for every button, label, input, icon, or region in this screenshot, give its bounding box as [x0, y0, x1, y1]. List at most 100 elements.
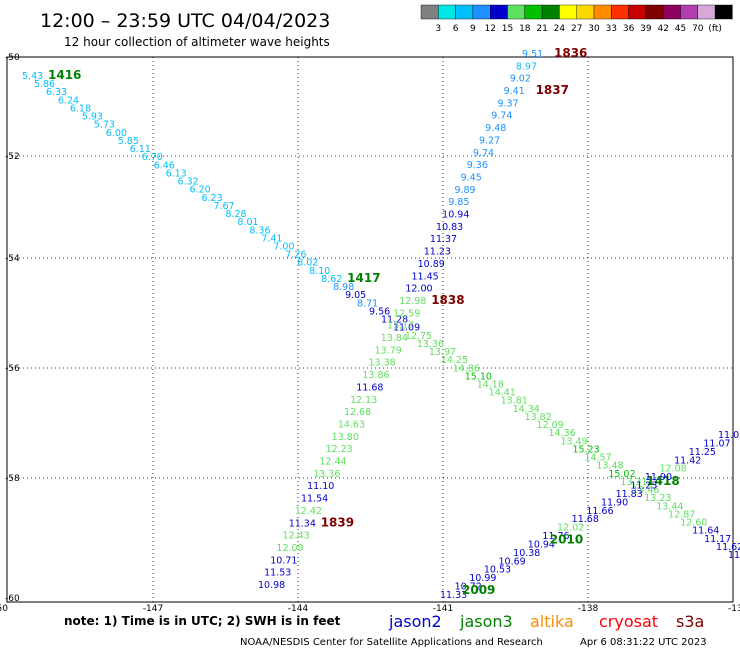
color-swatch — [541, 4, 560, 20]
wave-height-value: 12.00 — [405, 284, 432, 295]
x-tick-label: -141 — [433, 604, 453, 614]
color-swatch — [438, 4, 456, 20]
wave-height-value: 8.62 — [321, 274, 342, 285]
wave-height-value: 14.36 — [549, 428, 576, 439]
wave-height-value: 9.74 — [473, 148, 494, 159]
color-scale-label: 30 — [588, 24, 600, 34]
color-swatch — [490, 4, 508, 20]
wave-height-value: 5.43 — [22, 71, 43, 82]
color-swatch — [507, 4, 525, 20]
wave-height-value: 6.70 — [142, 152, 163, 163]
color-scale-label: 24 — [554, 24, 566, 34]
wave-height-value: 13.36 — [417, 339, 444, 350]
wave-height-value: 7.00 — [273, 241, 294, 252]
wave-height-value: 6.24 — [58, 95, 79, 106]
wave-height-value: 11.07 — [703, 438, 730, 449]
y-tick-label: -54 — [5, 254, 20, 264]
wave-height-value: 14.86 — [453, 363, 480, 374]
wave-height-value: 11.64 — [692, 526, 719, 537]
wave-height-value: 13.46 — [632, 485, 659, 496]
pass-time-label: 1836 — [554, 46, 587, 60]
wave-height-value: 6.23 — [201, 193, 222, 204]
wave-height-value: 9.89 — [454, 185, 475, 196]
wave-height-value: 11.25 — [689, 447, 716, 458]
wave-height-value: 9.05 — [345, 290, 366, 301]
wave-height-value: 11.23 — [424, 247, 451, 258]
color-scale-label: 36 — [623, 24, 635, 34]
footer-note: note: 1) Time is in UTC; 2) SWH is in fe… — [64, 614, 341, 628]
wave-height-value: 14.18 — [477, 380, 504, 391]
wave-height-value: 7.26 — [285, 250, 306, 261]
wave-height-value: 12.87 — [668, 509, 695, 520]
pass-time-label: 1839 — [321, 515, 354, 529]
wave-height-value: 9.85 — [448, 197, 469, 208]
wave-height-value: 11.28 — [381, 315, 408, 326]
wave-height-value: 11.10 — [307, 481, 334, 492]
wave-height-value: 12.42 — [295, 506, 322, 517]
wave-height-value: 9.02 — [510, 74, 531, 85]
wave-height-value: 11.90 — [645, 472, 672, 483]
wave-height-value: 12.08 — [659, 464, 686, 475]
color-swatch — [628, 4, 647, 20]
color-swatch — [576, 4, 595, 20]
wave-height-value: 9.56 — [369, 306, 390, 317]
wave-height-value: 11.09 — [393, 323, 420, 334]
wave-height-value: 10.53 — [484, 565, 511, 576]
plot-frame — [6, 56, 734, 603]
pass-time-label: 1417 — [347, 271, 380, 285]
wave-height-value: 11.54 — [301, 494, 328, 505]
color-swatch — [593, 4, 612, 20]
color-scale-label: 39 — [640, 24, 652, 34]
wave-height-value: 12.43 — [283, 531, 310, 542]
wave-height-value: 10.99 — [469, 573, 496, 584]
wave-height-value: 8.10 — [309, 266, 330, 277]
color-swatch — [455, 4, 474, 20]
wave-height-value: 8.01 — [237, 217, 258, 228]
color-swatch — [645, 4, 664, 20]
wave-height-value: 13.38 — [369, 358, 396, 369]
wave-height-value: 9.48 — [485, 123, 506, 134]
wave-height-value: 11.83 — [616, 489, 643, 500]
wave-height-value: 12.59 — [393, 308, 420, 319]
pass-time-label: 1418 — [646, 474, 679, 488]
wave-height-value: 14.41 — [489, 388, 516, 399]
color-swatch — [472, 4, 491, 20]
color-swatch — [524, 4, 543, 20]
wave-height-value: 8.36 — [249, 225, 270, 236]
wave-height-value: 13.80 — [332, 432, 359, 443]
wave-height-value: 6.13 — [166, 168, 187, 179]
wave-height-value: 14.34 — [513, 404, 540, 415]
wave-height-value: 11.53 — [264, 568, 291, 579]
wave-height-value: 11.17 — [704, 534, 731, 545]
grid-lines — [7, 57, 733, 602]
wave-height-value: 12.75 — [405, 331, 432, 342]
wave-height-value: 11.42 — [674, 455, 701, 466]
wave-height-value: 5.93 — [82, 112, 103, 123]
wave-height-value: 10.94 — [442, 210, 469, 221]
wave-height-value: 6.18 — [70, 103, 91, 114]
legend-altika: altika — [530, 612, 574, 631]
wave-height-value: 10.94 — [528, 539, 555, 550]
wave-height-value: 13.79 — [375, 345, 402, 356]
wave-height-value: 11.37 — [430, 234, 457, 245]
wave-height-value: 11.33 — [440, 590, 467, 601]
wave-height-value: 9.45 — [461, 172, 482, 183]
wave-height-value: 10.98 — [258, 580, 285, 591]
legend-jason3: jason3 — [459, 612, 513, 631]
wave-height-value: 11.23 — [630, 481, 657, 492]
wave-height-value: 12.68 — [344, 407, 371, 418]
wave-height-value: 12.13 — [350, 395, 377, 406]
wave-height-value: 13.44 — [656, 501, 683, 512]
x-tick-label: -138 — [578, 604, 599, 614]
wave-height-value: 11.62 — [716, 542, 740, 553]
y-tick-label: -56 — [5, 364, 20, 374]
wave-height-value: 11.90 — [601, 497, 628, 508]
wave-height-value: 9.51 — [522, 49, 543, 60]
wave-height-value: 10.83 — [436, 222, 463, 233]
wave-height-value: 12.44 — [319, 457, 346, 468]
y-tick-label: -52 — [5, 152, 20, 162]
color-scale-label: 21 — [536, 24, 547, 34]
wave-height-value: 8.98 — [333, 282, 354, 293]
legend-cryosat: cryosat — [599, 612, 658, 631]
wave-height-value: 13.86 — [362, 370, 389, 381]
